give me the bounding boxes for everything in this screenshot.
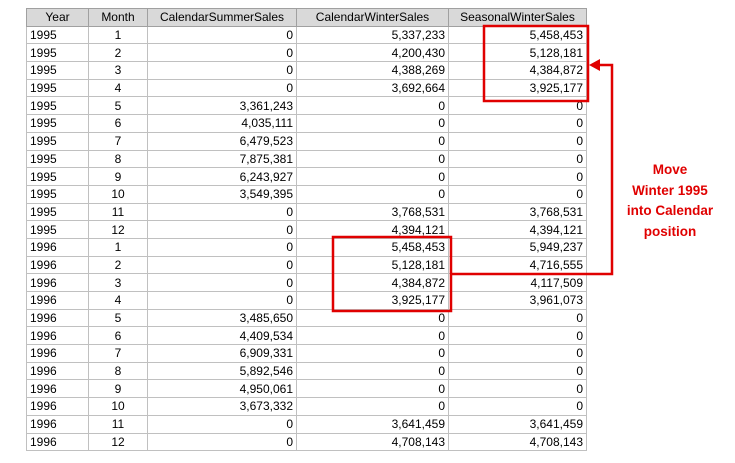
highlight-box: [331, 235, 453, 313]
annotation-line: Winter 1995: [632, 182, 708, 198]
header-row: Year Month CalendarSummerSales CalendarWint…: [26, 8, 587, 27]
table-row: 1995 7 6,479,523 0 0: [26, 131, 587, 151]
table-cell: 7,875,381: [147, 149, 297, 169]
table-cell: 4,388,269: [296, 61, 449, 80]
table-cell: 1995: [26, 184, 89, 204]
table-row: 1996 6 4,409,534 0 0: [26, 326, 587, 346]
table-row: 1995 12 0 4,394,121 4,394,121: [26, 220, 587, 239]
column-header: CalendarSummerSales: [147, 8, 297, 27]
table-cell: 3,961,073: [448, 291, 587, 310]
table-cell: 12: [88, 432, 148, 452]
column-header: Month: [88, 8, 148, 27]
arrow-head: [589, 59, 600, 71]
table-row: 1996 5 3,485,650 0 0: [26, 308, 587, 328]
table-cell: 1996: [26, 432, 89, 452]
column-header: SeasonalWinterSales: [448, 8, 587, 27]
table-row: 1995 11 0 3,768,531 3,768,531: [26, 202, 587, 222]
highlight-box: [482, 24, 590, 103]
table-cell: 1996: [26, 237, 89, 257]
table-row: 1996 9 4,950,061 0 0: [26, 379, 587, 399]
table-cell: 6,243,927: [147, 167, 297, 186]
annotation-line: position: [643, 223, 697, 239]
annotation-line: into Calendar: [626, 203, 714, 218]
table-cell: 4,708,143: [296, 432, 449, 452]
table-row: 1995 6 4,035,111 0 0: [26, 114, 587, 133]
table-row: 1996 11 0 3,641,459 3,641,459: [26, 414, 587, 434]
table-cell: 4,394,121: [448, 220, 587, 239]
sales-table: Year Month CalendarSummerSales CalendarWint…: [26, 8, 587, 452]
table-cell: 1995: [26, 43, 89, 63]
table-cell: 3,549,395: [147, 184, 297, 204]
arrow-line: [451, 63, 614, 276]
table-row: 1995 3 0 4,388,269 4,384,872: [26, 61, 587, 80]
table-cell: 1996: [26, 255, 89, 275]
table-cell: 1995: [26, 220, 89, 239]
table-cell: 4,409,534: [147, 326, 297, 346]
annotation: Move Winter 1995 into Calendar position: [622, 160, 718, 242]
table-cell: 4,708,143: [448, 432, 587, 452]
table-cell: 3,641,459: [296, 414, 449, 434]
table-cell: 3,641,459: [448, 414, 587, 434]
table-cell: 6,909,331: [147, 344, 297, 363]
table-cell: 5,337,233: [296, 25, 449, 45]
table-row: 1996 10 3,673,332 0 0: [26, 397, 587, 416]
table-cell: 1996: [26, 344, 89, 363]
column-header: Year: [26, 8, 89, 27]
table-row: 1996 12 0 4,708,143 4,708,143: [26, 432, 587, 452]
table-cell: 1996: [26, 379, 89, 399]
table-cell: 1995: [26, 78, 89, 98]
table-cell: 10: [88, 184, 148, 204]
annotation-line: Move: [652, 162, 688, 177]
